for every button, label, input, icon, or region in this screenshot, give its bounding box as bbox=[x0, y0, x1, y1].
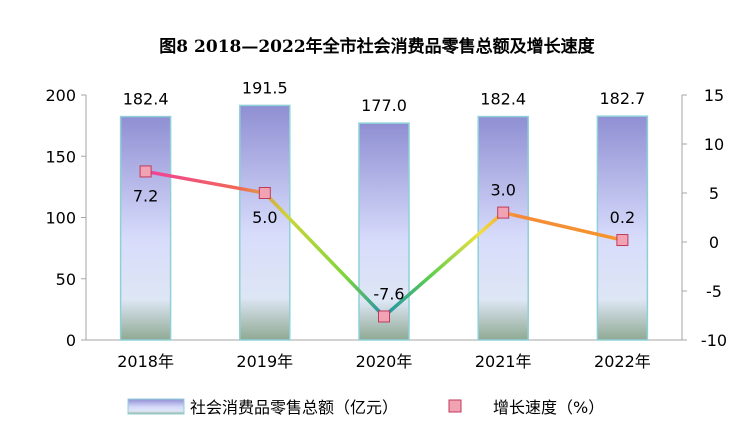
right-tick-label-0: -10 bbox=[701, 331, 727, 350]
legend: 社会消费品零售总额（亿元） 增长速度（%） bbox=[127, 398, 604, 417]
bar-data-labels: 182.4 191.5 177.0 182.4 182.7 bbox=[123, 78, 646, 115]
chart-title: 图8 2018—2022年全市社会消费品零售总额及增长速度 bbox=[159, 36, 595, 57]
line-marker-3 bbox=[497, 206, 510, 219]
line-data-labels: 7.2 5.0 -7.6 3.0 0.2 bbox=[133, 181, 635, 304]
bar-0 bbox=[119, 115, 172, 341]
x-tick-label-0: 2018年 bbox=[117, 352, 174, 371]
left-axis-ticks: 0 50 100 150 200 bbox=[45, 86, 86, 350]
line-label-0: 7.2 bbox=[133, 186, 158, 205]
x-tick-label-4: 2022年 bbox=[594, 352, 651, 371]
line-marker-0 bbox=[139, 165, 152, 178]
bar-series bbox=[119, 104, 649, 341]
right-tick-label-5: 15 bbox=[704, 86, 724, 105]
line-label-4: 0.2 bbox=[610, 208, 635, 227]
line-series bbox=[139, 165, 629, 323]
right-tick-label-2: 0 bbox=[709, 233, 719, 252]
line-marker-4 bbox=[616, 234, 629, 247]
left-tick-label-4: 200 bbox=[45, 86, 76, 105]
bar-2 bbox=[358, 122, 410, 341]
legend-line-marker bbox=[448, 399, 462, 413]
bar-label-2: 177.0 bbox=[361, 96, 407, 115]
left-tick-label-1: 50 bbox=[56, 270, 76, 289]
bar-label-1: 191.5 bbox=[242, 78, 288, 97]
right-tick-label-1: -5 bbox=[706, 282, 722, 301]
left-tick-label-3: 150 bbox=[45, 147, 76, 166]
x-axis-labels: 2018年 2019年 2020年 2021年 2022年 bbox=[117, 352, 651, 371]
line-label-2: -7.6 bbox=[373, 284, 404, 303]
line-marker-2 bbox=[378, 310, 390, 323]
legend-bar-label: 社会消费品零售总额（亿元） bbox=[190, 398, 398, 417]
right-tick-label-3: 5 bbox=[709, 184, 719, 203]
legend-bar-swatch bbox=[127, 398, 185, 415]
x-tick-label-3: 2021年 bbox=[475, 352, 532, 371]
left-tick-label-2: 100 bbox=[45, 209, 76, 228]
right-tick-label-4: 10 bbox=[704, 135, 724, 154]
bar-label-0: 182.4 bbox=[123, 90, 169, 109]
left-tick-label-0: 0 bbox=[66, 331, 76, 350]
bar-1 bbox=[239, 104, 291, 341]
line-marker-1 bbox=[258, 187, 271, 199]
x-tick-label-2: 2020年 bbox=[356, 352, 413, 371]
bar-label-4: 182.7 bbox=[599, 89, 645, 108]
legend-line-label: 增长速度（%） bbox=[493, 398, 604, 417]
bar-label-3: 182.4 bbox=[480, 90, 526, 109]
line-label-3: 3.0 bbox=[490, 181, 515, 200]
bar-4 bbox=[596, 115, 649, 341]
line-label-1: 5.0 bbox=[252, 208, 277, 227]
x-tick-label-1: 2019年 bbox=[236, 352, 293, 371]
right-axis-ticks: -10 -5 0 5 10 15 bbox=[682, 86, 727, 350]
